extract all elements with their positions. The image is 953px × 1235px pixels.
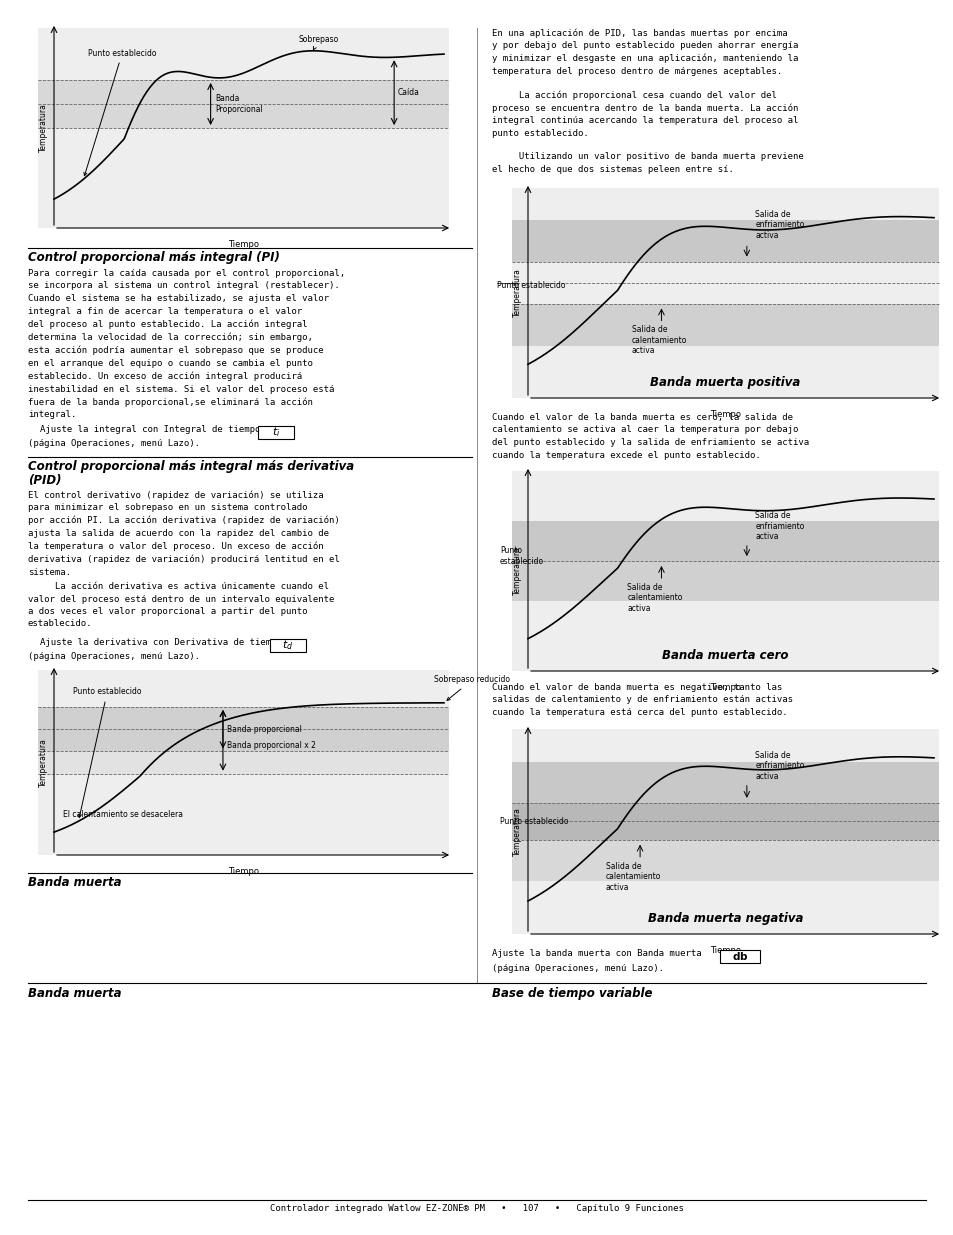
Text: Control proporcional más integral más derivativa: Control proporcional más integral más de… [28, 459, 354, 473]
Text: Temperatura: Temperatura [38, 104, 48, 152]
Text: $\mathit{t}_i$: $\mathit{t}_i$ [272, 426, 280, 440]
Text: Salida de
calentamiento
activa: Salida de calentamiento activa [627, 583, 682, 613]
Text: (página Operaciones, menú Lazo).: (página Operaciones, menú Lazo). [28, 652, 200, 661]
Bar [512, 304, 938, 346]
Text: Control proporcional más integral (PI): Control proporcional más integral (PI) [28, 251, 279, 264]
Text: Banda muerta positiva: Banda muerta positiva [650, 375, 800, 389]
Text: Tiempo: Tiempo [709, 946, 740, 955]
Bar [512, 188, 938, 398]
Bar [270, 638, 306, 652]
Bar [512, 762, 938, 840]
Text: Banda muerta: Banda muerta [28, 987, 121, 1000]
Text: Temperatura: Temperatura [512, 547, 521, 595]
Bar [512, 561, 938, 601]
Text: Salida de
enfriamiento
activa: Salida de enfriamiento activa [755, 751, 804, 781]
Text: $\mathbf{db}$: $\mathbf{db}$ [731, 951, 747, 962]
Text: Punto establecido: Punto establecido [499, 816, 568, 826]
Text: Banda muerta cero: Banda muerta cero [661, 650, 788, 662]
Text: Para corregir la caída causada por el control proporcional,
se incorpora al sist: Para corregir la caída causada por el co… [28, 269, 345, 419]
Text: Salida de
calentamiento
activa: Salida de calentamiento activa [605, 862, 660, 892]
Bar [512, 729, 938, 934]
Text: Punto establecido: Punto establecido [73, 688, 141, 818]
Text: (página Operaciones, menú Lazo).: (página Operaciones, menú Lazo). [28, 438, 200, 448]
Text: Banda
Proporcional: Banda Proporcional [215, 94, 263, 114]
Text: Tiempo: Tiempo [228, 867, 258, 876]
Text: Temperatura: Temperatura [512, 806, 521, 856]
Bar [38, 706, 449, 751]
Bar [257, 426, 294, 438]
Text: Ajuste la integral con Integral de tiempo: Ajuste la integral con Integral de tiemp… [40, 425, 260, 433]
Text: Salida de
calentamiento
activa: Salida de calentamiento activa [631, 326, 686, 356]
Text: La acción proporcional cesa cuando del valor del
proceso se encuentra dentro de : La acción proporcional cesa cuando del v… [492, 90, 798, 138]
Text: (página Operaciones, menú Lazo).: (página Operaciones, menú Lazo). [492, 965, 663, 973]
Bar [38, 671, 449, 855]
Bar [512, 471, 938, 671]
Text: Utilizando un valor positivo de banda muerta previene
el hecho de que dos sistem: Utilizando un valor positivo de banda mu… [492, 152, 803, 173]
Text: Punto establecido: Punto establecido [84, 48, 156, 175]
Text: Tiempo: Tiempo [709, 410, 740, 419]
Text: (PID): (PID) [28, 474, 61, 487]
Text: Salida de
enfriamiento
activa: Salida de enfriamiento activa [755, 210, 804, 240]
Text: Banda muerta negativa: Banda muerta negativa [647, 911, 802, 925]
Text: Punto establecido: Punto establecido [497, 282, 565, 290]
Text: Tiempo: Tiempo [709, 683, 740, 692]
Text: El calentamiento se desacelera: El calentamiento se desacelera [63, 810, 183, 819]
Text: Sobrepaso reducido: Sobrepaso reducido [434, 676, 510, 700]
Text: Ajuste la derivativa con Derivativa de tiempo: Ajuste la derivativa con Derivativa de t… [40, 638, 281, 647]
Bar [512, 521, 938, 561]
Text: Temperatura: Temperatura [512, 268, 521, 317]
Text: La acción derivativa es activa únicamente cuando el
valor del proceso está dentr: La acción derivativa es activa únicament… [28, 582, 334, 629]
Text: El control derivativo (rapidez de variación) se utiliza
para minimizar el sobrep: El control derivativo (rapidez de variac… [28, 490, 339, 577]
Text: Banda muerta: Banda muerta [28, 876, 121, 889]
Bar [38, 28, 449, 228]
Text: Cuando el valor de la banda muerta es cero, la salida de
calentamiento se activa: Cuando el valor de la banda muerta es ce… [492, 412, 808, 459]
Text: Ajuste la banda muerta con Banda muerta: Ajuste la banda muerta con Banda muerta [492, 948, 700, 958]
Bar [512, 803, 938, 840]
Text: $\mathit{t}_d$: $\mathit{t}_d$ [282, 638, 294, 652]
Text: En una aplicación de PID, las bandas muertas por encima
y por debajo del punto e: En una aplicación de PID, las bandas mue… [492, 28, 798, 75]
Text: Banda proporcional x 2: Banda proporcional x 2 [227, 741, 315, 750]
Text: Tiempo: Tiempo [228, 240, 258, 249]
Bar [512, 803, 938, 881]
Text: Sobrepaso: Sobrepaso [297, 36, 338, 51]
Bar [38, 80, 449, 128]
Bar [512, 220, 938, 262]
Text: Salida de
enfriamiento
activa: Salida de enfriamiento activa [755, 511, 804, 541]
Text: Controlador integrado Watlow EZ-ZONE® PM   •   107   •   Capítulo 9 Funciones: Controlador integrado Watlow EZ-ZONE® PM… [270, 1204, 683, 1213]
Text: Temperatura: Temperatura [38, 739, 48, 787]
Text: Punto
establecido: Punto establecido [499, 546, 543, 566]
Text: Caída: Caída [396, 88, 418, 98]
Text: Cuando el valor de banda muerta es negativo, tanto las
salidas de calentamiento : Cuando el valor de banda muerta es negat… [492, 683, 792, 718]
Text: Base de tiempo variable: Base de tiempo variable [492, 987, 652, 1000]
Bar [720, 950, 760, 963]
Bar [38, 751, 449, 773]
Text: Banda proporcional: Banda proporcional [227, 725, 301, 734]
